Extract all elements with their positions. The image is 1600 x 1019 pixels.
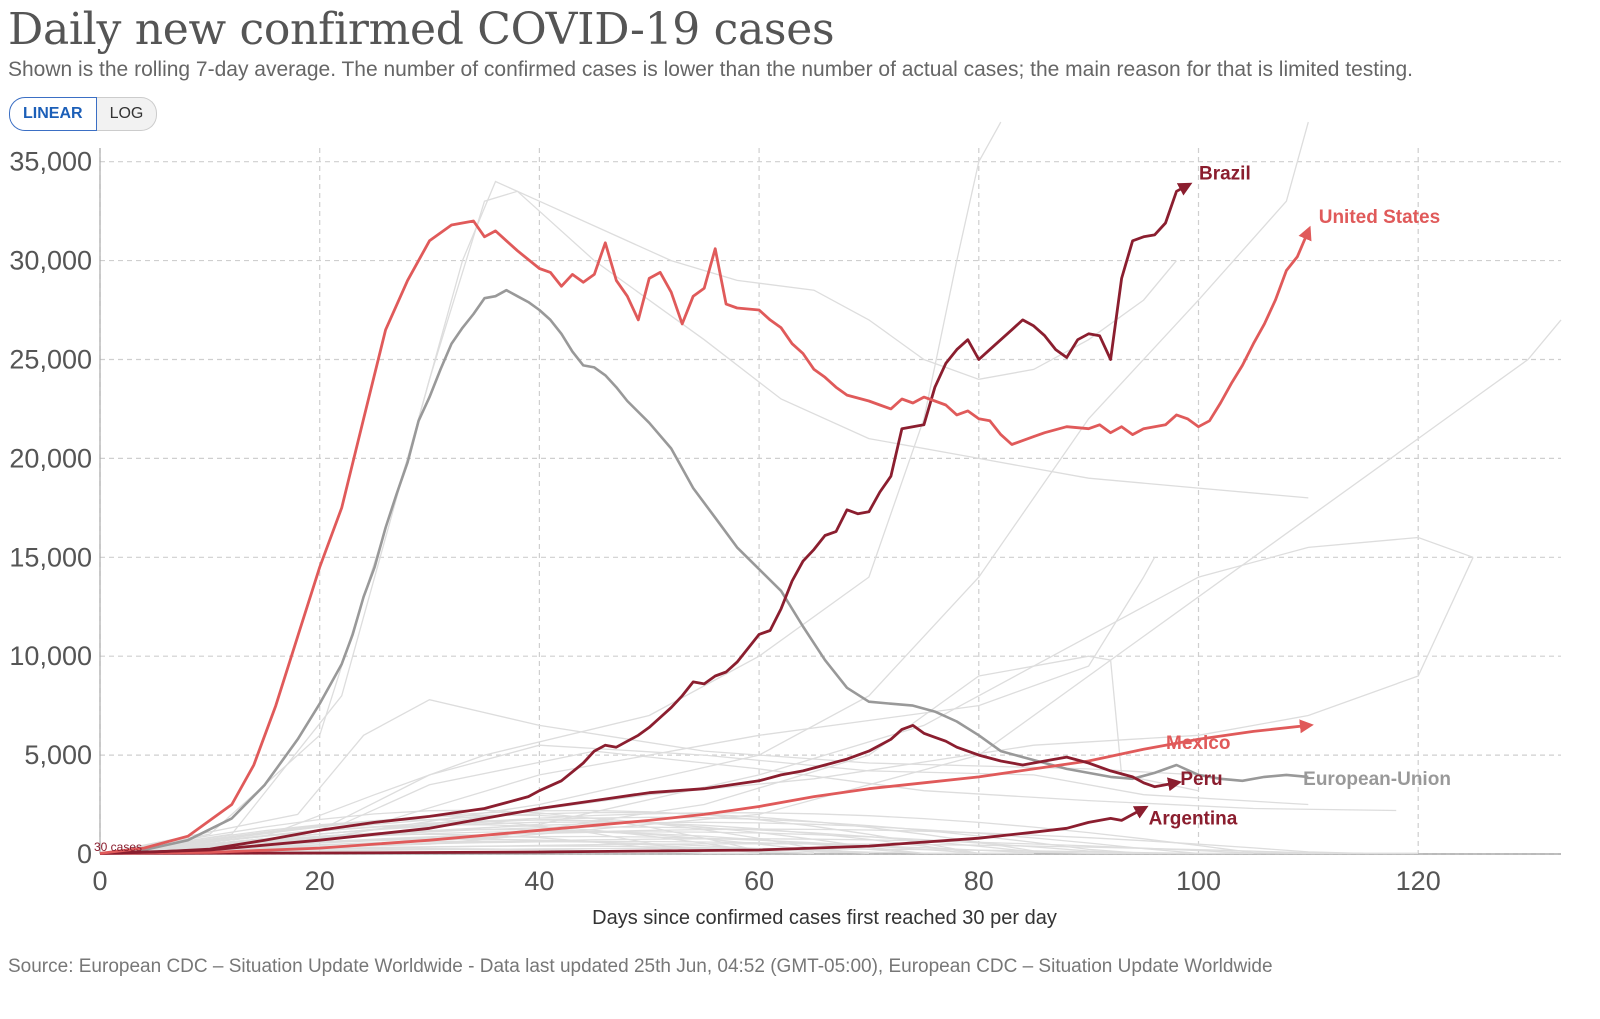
log-scale-button[interactable]: LOG <box>96 97 158 131</box>
other-country-line <box>99 809 1034 855</box>
y-tick-label: 30,000 <box>9 246 92 276</box>
other-country-line <box>99 190 1309 855</box>
series-label-argentina: Argentina <box>1149 809 1238 830</box>
other-country-line <box>99 180 1177 855</box>
series-line-brazil <box>99 182 1193 855</box>
y-tick-label: 15,000 <box>9 542 92 572</box>
other-country-line <box>99 121 1002 855</box>
y-tick-label: 10,000 <box>9 641 92 671</box>
source-note: Source: European CDC – Situation Update … <box>8 956 1273 977</box>
x-tick-label: 100 <box>1176 866 1221 896</box>
other-country-line <box>99 814 869 855</box>
y-tick-label: 35,000 <box>9 147 92 177</box>
x-tick-label: 120 <box>1396 866 1441 896</box>
scale-toggle: LINEAR LOG <box>9 97 158 131</box>
other-country-line <box>99 750 1397 855</box>
chart-subtitle: Shown is the rolling 7-day average. The … <box>8 58 1414 81</box>
x-tick-label: 0 <box>92 866 107 896</box>
other-country-line <box>99 811 1144 855</box>
series-label-european-union: European-Union <box>1303 769 1451 790</box>
threshold-label: 30 cases <box>94 840 142 854</box>
other-country-line <box>99 744 1309 855</box>
series-line-european-union <box>99 288 1309 855</box>
series-line-mexico <box>99 719 1314 855</box>
x-tick-label: 60 <box>744 866 774 896</box>
series-line-argentina <box>99 805 1149 855</box>
y-tick-label: 20,000 <box>9 443 92 473</box>
series-line-united-states <box>99 219 1312 855</box>
y-tick-label: 5,000 <box>24 740 92 770</box>
series-label-peru: Peru <box>1180 769 1222 790</box>
series-line-peru <box>99 724 1183 855</box>
other-country-line <box>99 121 1309 855</box>
other-country-line <box>99 699 1199 855</box>
x-axis-title: Days since confirmed cases first reached… <box>592 907 1057 929</box>
series-label-mexico: Mexico <box>1166 733 1230 754</box>
x-tick-label: 20 <box>305 866 335 896</box>
other-country-line <box>99 838 1364 855</box>
other-country-line <box>99 536 1474 855</box>
chart-title: Daily new confirmed COVID-19 cases <box>8 4 835 55</box>
series-label-brazil: Brazil <box>1199 163 1251 184</box>
y-tick-label: 0 <box>77 839 92 869</box>
series-label-united-states: United States <box>1319 207 1440 228</box>
other-country-line <box>99 556 1156 855</box>
linear-scale-button[interactable]: LINEAR <box>9 97 97 131</box>
other-country-line <box>99 319 1562 855</box>
other-country-line <box>99 821 1034 855</box>
line-chart: 0 5,000 10,000 15,000 20,000 25,000 30,000 35,0… <box>9 121 1562 929</box>
x-tick-label: 80 <box>964 866 994 896</box>
x-tick-label: 40 <box>524 866 554 896</box>
y-tick-label: 25,000 <box>9 344 92 374</box>
